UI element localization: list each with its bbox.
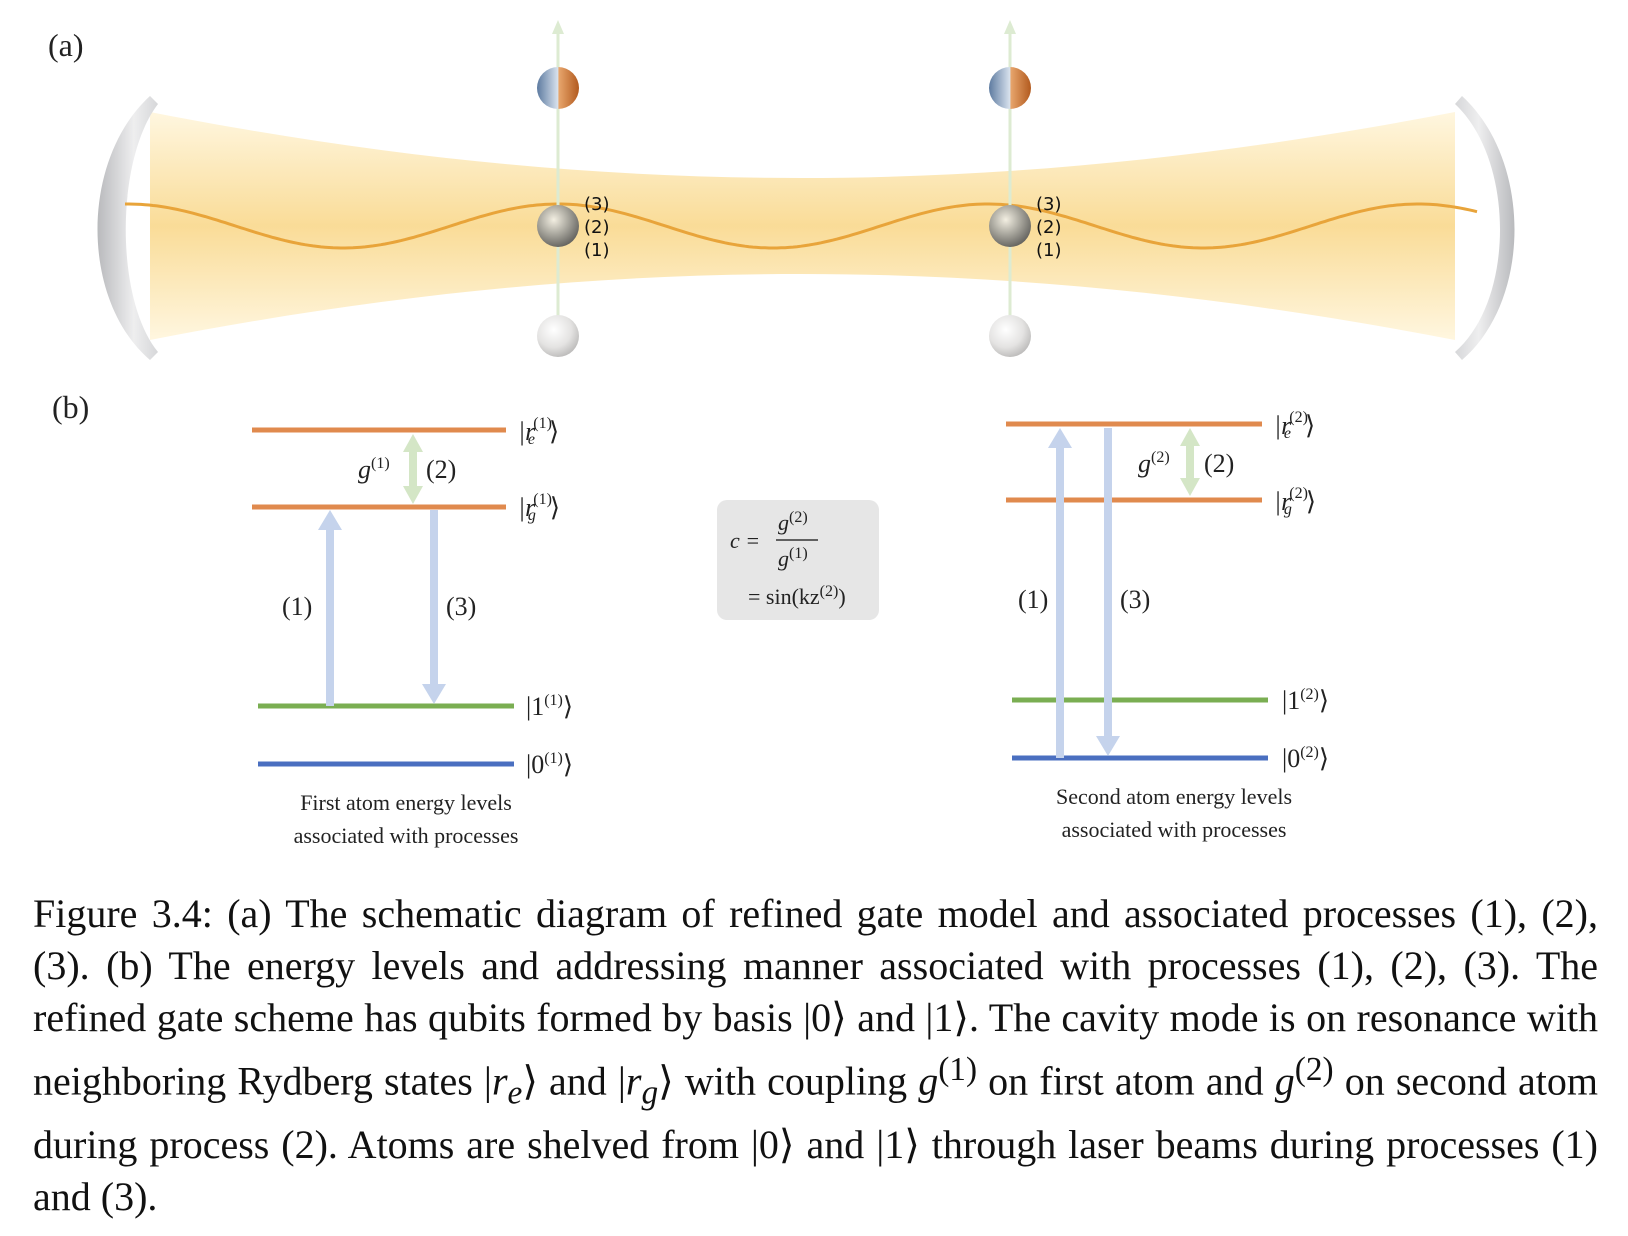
right-mirror	[1455, 96, 1515, 360]
atom-state-bottom	[989, 315, 1031, 357]
atom2-label-1: (1)	[1036, 240, 1062, 261]
beam-arrowhead	[552, 20, 564, 34]
arrowhead	[318, 510, 342, 530]
caption-g1-superscript: (1)	[938, 1051, 978, 1088]
ket-zero: |0(2)⟩	[1282, 744, 1329, 773]
atom1-label-1: (1)	[584, 240, 610, 261]
caption-part-1: Figure 3.4: (a) The schematic diagram of…	[33, 891, 1598, 1104]
ket-rg: |r(2) g ⟩	[1274, 485, 1316, 518]
ket-one: |1(2)⟩	[1282, 686, 1329, 715]
first-atom-caption-line1: First atom energy levels	[300, 790, 512, 815]
second-atom-caption-line2: associated with processes	[1062, 817, 1287, 842]
atom1-label-2: (2)	[584, 217, 610, 238]
cavity-beam	[150, 112, 1455, 340]
standing-wave	[125, 202, 1478, 250]
arrowhead	[422, 684, 446, 704]
atom-state-top	[989, 67, 1031, 109]
ket-re: |r(2) e ⟩	[1274, 409, 1315, 442]
arrowhead	[1096, 736, 1120, 756]
second-atom-levels: g(2) (2) (1) (3) |r(2) e ⟩ |r(2) g ⟩ |1(2)⟩ …	[1006, 409, 1329, 842]
arrowhead	[1180, 478, 1200, 496]
arrowhead	[403, 434, 423, 452]
atom-state-bottom	[537, 315, 579, 357]
process-2-label: (2)	[426, 455, 456, 484]
caption-g2-superscript: (2)	[1294, 1051, 1334, 1088]
coupling-label: g(1)	[358, 455, 390, 484]
formula-background	[717, 500, 879, 620]
caption-g1-symbol: g	[918, 1058, 939, 1104]
ket-zero: |0(1)⟩	[526, 750, 573, 779]
caption-part-3: ⟩ with coupling	[658, 1058, 919, 1104]
beam-arrowhead	[1004, 20, 1016, 34]
arrowhead	[403, 486, 423, 504]
atom-state-middle	[537, 205, 579, 247]
caption-g2-symbol: g	[1274, 1058, 1295, 1104]
process-1-label: (1)	[282, 592, 312, 621]
second-atom-caption-line1: Second atom energy levels	[1056, 784, 1292, 809]
caption-re-subscript: e	[507, 1074, 523, 1112]
formula-numerator: g(2)	[778, 509, 808, 535]
ket-one: |1(1)⟩	[526, 692, 573, 721]
caption-re-symbol: r	[491, 1058, 508, 1104]
panel-a-label: (a)	[48, 27, 84, 63]
atom2-label-3: (3)	[1036, 194, 1062, 215]
coupling-label: g(2)	[1138, 449, 1170, 478]
panel-b-label: (b)	[52, 389, 89, 425]
first-atom-caption-line2: associated with processes	[294, 823, 519, 848]
process-3-label: (3)	[446, 592, 476, 621]
caption-part-4: on first atom and	[977, 1058, 1275, 1104]
arrowhead	[1180, 428, 1200, 446]
atom-column-1: (3) (2) (1)	[537, 20, 610, 357]
formula-denominator: g(1)	[778, 545, 808, 571]
figure-caption: Figure 3.4: (a) The schematic diagram of…	[33, 888, 1598, 1223]
formula-lhs: c =	[730, 528, 760, 553]
caption-rg-subscript: g	[641, 1074, 659, 1112]
process-3-label: (3)	[1120, 585, 1150, 614]
caption-part-2: ⟩ and |	[522, 1058, 626, 1104]
atom-column-2: (3) (2) (1)	[989, 20, 1062, 357]
ket-rg: |r(1) g ⟩	[518, 491, 560, 524]
coupling-ratio-box: c = g(2) g(1) = sin(kz(2))	[717, 500, 879, 620]
left-mirror	[97, 96, 158, 360]
first-atom-levels: g(1) (2) (1) (3) |r(1) e ⟩ |r(1) g ⟩ |1(1)⟩ …	[252, 415, 573, 848]
process-2-label: (2)	[1204, 449, 1234, 478]
arrowhead	[1048, 428, 1072, 448]
caption-part-5: on second atom during process (2). Atoms…	[33, 1058, 1599, 1220]
atom1-label-3: (3)	[584, 194, 610, 215]
formula-line2: = sin(kz(2))	[748, 583, 846, 609]
process-1-label: (1)	[1018, 585, 1048, 614]
caption-rg-symbol: r	[625, 1058, 642, 1104]
figure-graphic: (a) (3) (2) (1) (3) (2) (1) (b)	[48, 20, 1515, 848]
atom-state-middle	[989, 205, 1031, 247]
ket-re: |r(1) e ⟩	[518, 415, 559, 448]
atom-state-top	[537, 67, 579, 109]
atom2-label-2: (2)	[1036, 217, 1062, 238]
